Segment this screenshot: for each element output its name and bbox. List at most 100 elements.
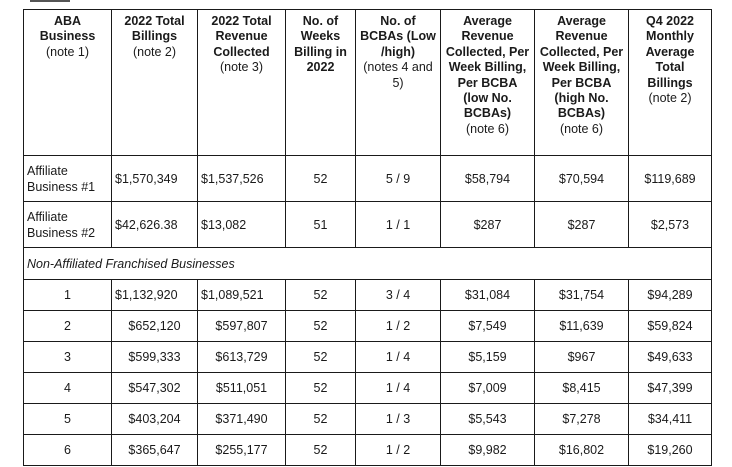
cell-q4: $119,689 [628,155,712,202]
cell-business: 3 [23,341,112,373]
cell-revenue: $371,490 [197,403,286,435]
cell-avg-low: $5,543 [440,403,535,435]
cell-revenue: $1,537,526 [197,155,286,202]
cell-revenue: $613,729 [197,341,286,373]
cell-business: 1 [23,279,112,311]
aba-business-table: ABA Business (note 1) 2022 Total Billings… [23,9,712,466]
cropped-text-fragment [30,0,90,5]
table-row-affiliate-2: Affiliate Business #2 $42,626.38 $13,082… [23,201,712,248]
cell-billings: $365,647 [111,434,198,466]
cell-avg-low: $7,009 [440,372,535,404]
cell-billings: $403,204 [111,403,198,435]
cell-avg-low: $31,084 [440,279,535,311]
cell-avg-low: $5,159 [440,341,535,373]
table-row-franchise-4: 4 $547,302 $511,051 52 1 / 4 $7,009 $8,4… [23,372,712,404]
cell-bcbas: 1 / 3 [355,403,441,435]
cell-bcbas: 1 / 1 [355,201,441,248]
cell-revenue: $511,051 [197,372,286,404]
header-note: (note 2) [648,91,692,106]
cell-revenue: $255,177 [197,434,286,466]
cell-avg-high: $967 [534,341,629,373]
table-row-franchise-5: 5 $403,204 $371,490 52 1 / 3 $5,543 $7,2… [23,403,712,435]
col-header-avg-high: Average Revenue Collected, Per Week Bill… [534,9,629,156]
header-note: (notes 4 and 5) [363,60,433,90]
cell-business: 4 [23,372,112,404]
cell-business: 6 [23,434,112,466]
cell-avg-high: $70,594 [534,155,629,202]
table-row-franchise-3: 3 $599,333 $613,729 52 1 / 4 $5,159 $967… [23,341,712,373]
cell-avg-high: $287 [534,201,629,248]
cell-q4: $34,411 [628,403,712,435]
cell-q4: $49,633 [628,341,712,373]
cell-billings: $547,302 [111,372,198,404]
cell-revenue: $1,089,521 [197,279,286,311]
table-row-franchise-6: 6 $365,647 $255,177 52 1 / 2 $9,982 $16,… [23,434,712,466]
cell-revenue: $13,082 [197,201,286,248]
col-header-total-billings: 2022 Total Billings (note 2) [111,9,198,156]
cell-q4: $2,573 [628,201,712,248]
cell-weeks: 52 [285,372,356,404]
cell-business: Affiliate Business #2 [23,201,112,248]
col-header-q4-billings: Q4 2022 Monthly Average Total Billings (n… [628,9,712,156]
header-note: (note 3) [219,60,264,75]
section-row: Non-Affiliated Franchised Businesses [23,247,712,280]
header-title: Average Revenue Collected, Per Week Bill… [445,14,530,121]
table-row-affiliate-1: Affiliate Business #1 $1,570,349 $1,537,… [23,155,712,202]
cell-weeks: 52 [285,434,356,466]
cell-business: Affiliate Business #1 [23,155,112,202]
cell-q4: $59,824 [628,310,712,342]
cell-avg-high: $31,754 [534,279,629,311]
cell-weeks: 52 [285,403,356,435]
col-header-aba-business: ABA Business (note 1) [23,9,112,156]
header-note: (note 6) [559,121,604,136]
col-header-revenue-collected: 2022 Total Revenue Collected (note 3) [197,9,286,156]
table-row-franchise-1: 1 $1,132,920 $1,089,521 52 3 / 4 $31,084… [23,279,712,311]
cell-business: 5 [23,403,112,435]
cell-billings: $652,120 [111,310,198,342]
col-header-avg-low: Average Revenue Collected, Per Week Bill… [440,9,535,156]
header-title: Q4 2022 Monthly Average Total Billings [645,14,695,90]
cell-q4: $94,289 [628,279,712,311]
cell-billings: $1,570,349 [111,155,198,202]
header-note: (note 6) [465,121,510,136]
cell-avg-high: $7,278 [534,403,629,435]
cell-avg-high: $11,639 [534,310,629,342]
cell-weeks: 52 [285,310,356,342]
header-note: (note 1) [45,44,90,59]
table-row-franchise-2: 2 $652,120 $597,807 52 1 / 2 $7,549 $11,… [23,310,712,342]
header-title: 2022 Total Revenue Collected [211,14,272,59]
section-label-non-affiliated: Non-Affiliated Franchised Businesses [23,247,712,280]
cell-billings: $42,626.38 [111,201,198,248]
cell-revenue: $597,807 [197,310,286,342]
header-title: No. of BCBAs (Low /high) [360,14,436,59]
cell-avg-high: $16,802 [534,434,629,466]
cell-avg-low: $287 [440,201,535,248]
header-title: ABA Business [39,14,96,44]
cell-bcbas: 5 / 9 [355,155,441,202]
header-title: Average Revenue Collected, Per Week Bill… [539,14,624,121]
cell-q4: $19,260 [628,434,712,466]
cell-avg-low: $58,794 [440,155,535,202]
header-title: 2022 Total Billings [124,14,185,44]
cell-weeks: 52 [285,279,356,311]
cell-weeks: 52 [285,155,356,202]
cell-billings: $599,333 [111,341,198,373]
cell-business: 2 [23,310,112,342]
cell-q4: $47,399 [628,372,712,404]
cell-weeks: 52 [285,341,356,373]
header-note: (note 2) [132,44,177,59]
cell-avg-low: $9,982 [440,434,535,466]
cell-bcbas: 1 / 2 [355,310,441,342]
col-header-bcbas: No. of BCBAs (Low /high) (notes 4 and 5) [355,9,441,156]
cell-avg-low: $7,549 [440,310,535,342]
cell-avg-high: $8,415 [534,372,629,404]
cell-billings: $1,132,920 [111,279,198,311]
header-row: ABA Business (note 1) 2022 Total Billings… [23,9,712,156]
cell-weeks: 51 [285,201,356,248]
header-title: No. of Weeks Billing in 2022 [294,14,347,75]
cell-bcbas: 1 / 4 [355,341,441,373]
cell-bcbas: 1 / 2 [355,434,441,466]
cell-bcbas: 1 / 4 [355,372,441,404]
col-header-weeks-billing: No. of Weeks Billing in 2022 [285,9,356,156]
cell-bcbas: 3 / 4 [355,279,441,311]
